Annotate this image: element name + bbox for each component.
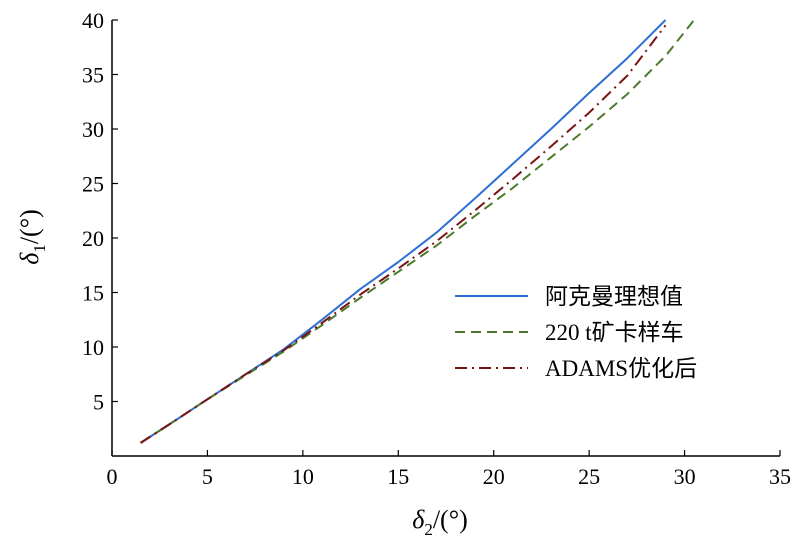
x-axis-symbol: δ [412, 505, 425, 534]
y-tick-label-15: 15 [82, 281, 104, 306]
x-tick-label-25: 25 [578, 464, 600, 489]
y-tick-label-40: 40 [82, 8, 104, 33]
x-axis-title: δ2/(°) [412, 505, 468, 539]
legend-label-3: ADAMS优化后 [545, 356, 697, 381]
legend: 阿克曼理想值 220 t矿卡样车 ADAMS优化后 [455, 284, 697, 381]
x-tick-label-15: 15 [387, 464, 409, 489]
y-axis-symbol: δ [15, 252, 44, 265]
y-tick-label-20: 20 [82, 226, 104, 251]
y-tick-label-25: 25 [82, 172, 104, 197]
x-tick-label-5: 5 [202, 464, 213, 489]
y-tick-label-35: 35 [82, 63, 104, 88]
x-axis-unit: /(°) [433, 505, 468, 534]
y-tick-label-5: 5 [93, 390, 104, 415]
legend-label-1: 阿克曼理想值 [545, 284, 683, 309]
y-axis-title: δ1/(°) [15, 209, 49, 265]
y-axis-subscript: 1 [30, 244, 49, 253]
series-line-1 [140, 19, 667, 444]
series-layer [140, 19, 695, 444]
legend-label-2: 220 t矿卡样车 [545, 320, 684, 345]
x-tick-label-35: 35 [769, 464, 791, 489]
x-tick-label-0: 0 [107, 464, 118, 489]
y-tick-label-10: 10 [82, 335, 104, 360]
ticks-layer: 0 5 10 15 20 25 30 35 5 10 15 20 25 30 35 40 [82, 8, 791, 489]
x-tick-label-30: 30 [674, 464, 696, 489]
x-tick-label-20: 20 [483, 464, 505, 489]
x-tick-label-10: 10 [292, 464, 314, 489]
x-axis-subscript: 2 [424, 520, 433, 539]
y-tick-label-30: 30 [82, 117, 104, 142]
y-axis-unit: /(°) [15, 209, 44, 244]
axes-layer [111, 20, 780, 457]
